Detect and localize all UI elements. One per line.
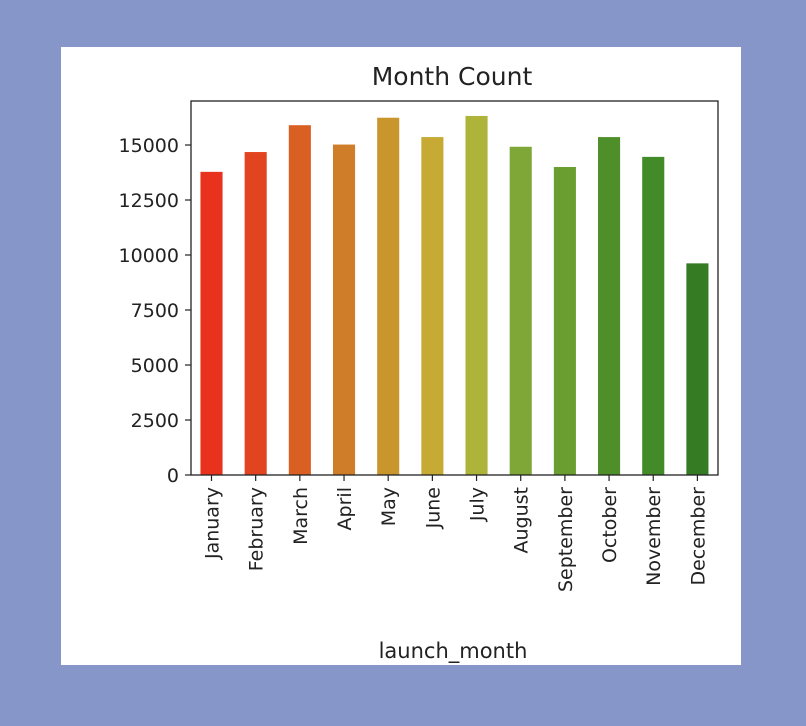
y-tick-label: 0 <box>167 465 179 487</box>
chart-frame: Month Count 0 2500 5000 7500 10000 12500 15000… <box>61 47 741 665</box>
x-axis-label: launch_month <box>379 639 528 664</box>
y-axis: 0 2500 5000 7500 10000 12500 15000 <box>119 135 191 487</box>
x-tick-label: February <box>246 487 268 571</box>
y-tick-label: 12500 <box>119 190 179 212</box>
x-tick-label: June <box>422 487 444 529</box>
chart-title: Month Count <box>372 62 533 91</box>
bar-october <box>598 137 621 475</box>
x-tick-label: March <box>290 487 312 545</box>
x-tick-label: May <box>378 487 400 526</box>
y-tick-label: 7500 <box>131 300 179 322</box>
bar-may <box>377 117 400 475</box>
bar-january <box>200 171 223 475</box>
x-tick-label: July <box>467 487 489 522</box>
x-axis: January February March April May June July Augu… <box>202 475 709 592</box>
bar-august <box>509 146 532 475</box>
x-tick-label: August <box>511 487 533 554</box>
bars-group <box>200 115 709 476</box>
plot-frame <box>190 100 719 476</box>
bar-september <box>553 167 576 475</box>
x-tick-label: October <box>599 487 621 563</box>
x-tick-label: December <box>687 487 709 586</box>
y-tick-label: 15000 <box>119 135 179 157</box>
bar-june <box>421 137 444 475</box>
y-tick-label: 2500 <box>131 410 179 432</box>
bar-july <box>465 115 488 476</box>
x-tick-label: September <box>555 487 577 592</box>
y-tick-label: 5000 <box>131 355 179 377</box>
x-tick-label: January <box>202 487 224 560</box>
bar-chart: Month Count 0 2500 5000 7500 10000 12500 15000… <box>119 62 719 664</box>
y-tick-label: 10000 <box>119 245 179 267</box>
bar-february <box>244 152 267 475</box>
bar-april <box>332 144 356 475</box>
x-tick-label: November <box>643 487 665 586</box>
bar-november <box>642 156 665 475</box>
bar-march <box>288 125 311 475</box>
bar-december <box>686 263 709 475</box>
x-tick-label: April <box>334 487 356 530</box>
